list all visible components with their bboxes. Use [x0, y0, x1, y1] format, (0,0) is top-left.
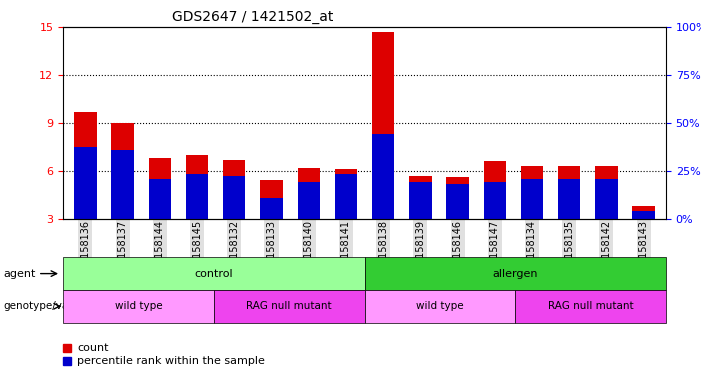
Bar: [521, 179, 543, 219]
Bar: [632, 206, 655, 219]
Bar: [521, 166, 543, 219]
Text: wild type: wild type: [115, 301, 162, 311]
Bar: [558, 179, 580, 219]
Bar: [632, 211, 655, 219]
Text: allergen: allergen: [493, 268, 538, 279]
Bar: [335, 174, 357, 219]
Bar: [484, 182, 506, 219]
Bar: [297, 168, 320, 219]
Bar: [149, 179, 171, 219]
Bar: [335, 169, 357, 219]
Bar: [223, 176, 245, 219]
Bar: [372, 134, 394, 219]
Text: count: count: [77, 343, 109, 353]
Bar: [111, 123, 134, 219]
Bar: [260, 198, 283, 219]
Bar: [409, 182, 432, 219]
Bar: [149, 158, 171, 219]
Text: agent: agent: [4, 268, 36, 279]
Bar: [484, 161, 506, 219]
Text: GDS2647 / 1421502_at: GDS2647 / 1421502_at: [172, 10, 333, 25]
Text: wild type: wild type: [416, 301, 463, 311]
Bar: [223, 160, 245, 219]
Bar: [409, 176, 432, 219]
Bar: [186, 155, 208, 219]
Bar: [558, 166, 580, 219]
Bar: [447, 177, 469, 219]
Text: RAG null mutant: RAG null mutant: [246, 301, 332, 311]
Bar: [186, 174, 208, 219]
Bar: [595, 166, 618, 219]
Text: genotype/variation: genotype/variation: [4, 301, 102, 311]
Bar: [74, 147, 97, 219]
Text: percentile rank within the sample: percentile rank within the sample: [77, 356, 265, 366]
Bar: [372, 32, 394, 219]
Bar: [74, 112, 97, 219]
Text: control: control: [194, 268, 233, 279]
Text: RAG null mutant: RAG null mutant: [547, 301, 634, 311]
Bar: [260, 180, 283, 219]
Bar: [111, 150, 134, 219]
Bar: [595, 179, 618, 219]
Bar: [297, 182, 320, 219]
Bar: [447, 184, 469, 219]
